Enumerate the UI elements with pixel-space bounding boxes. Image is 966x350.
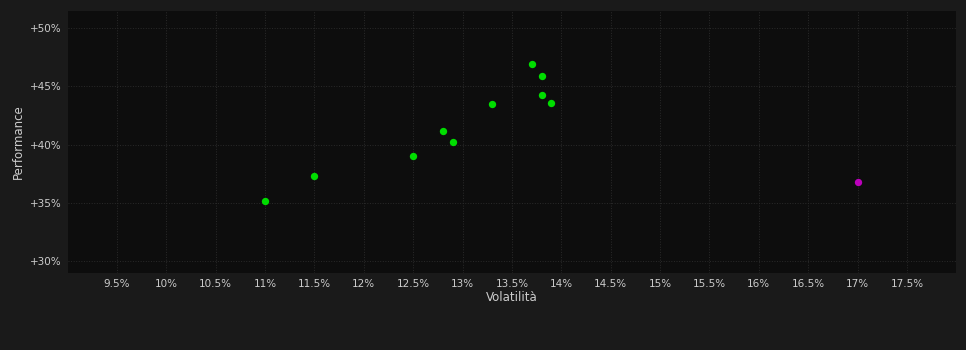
Point (406, 154, 421, 159)
Point (435, 128, 450, 133)
X-axis label: Volatilità: Volatilità (486, 291, 538, 304)
Point (485, 101, 500, 107)
Y-axis label: Performance: Performance (12, 104, 25, 179)
Point (445, 140, 461, 145)
Point (307, 173, 323, 179)
Point (257, 198, 272, 203)
Point (544, 100, 559, 105)
Point (534, 73, 550, 79)
Point (524, 61, 539, 67)
Point (534, 92, 550, 97)
Point (850, 179, 866, 185)
